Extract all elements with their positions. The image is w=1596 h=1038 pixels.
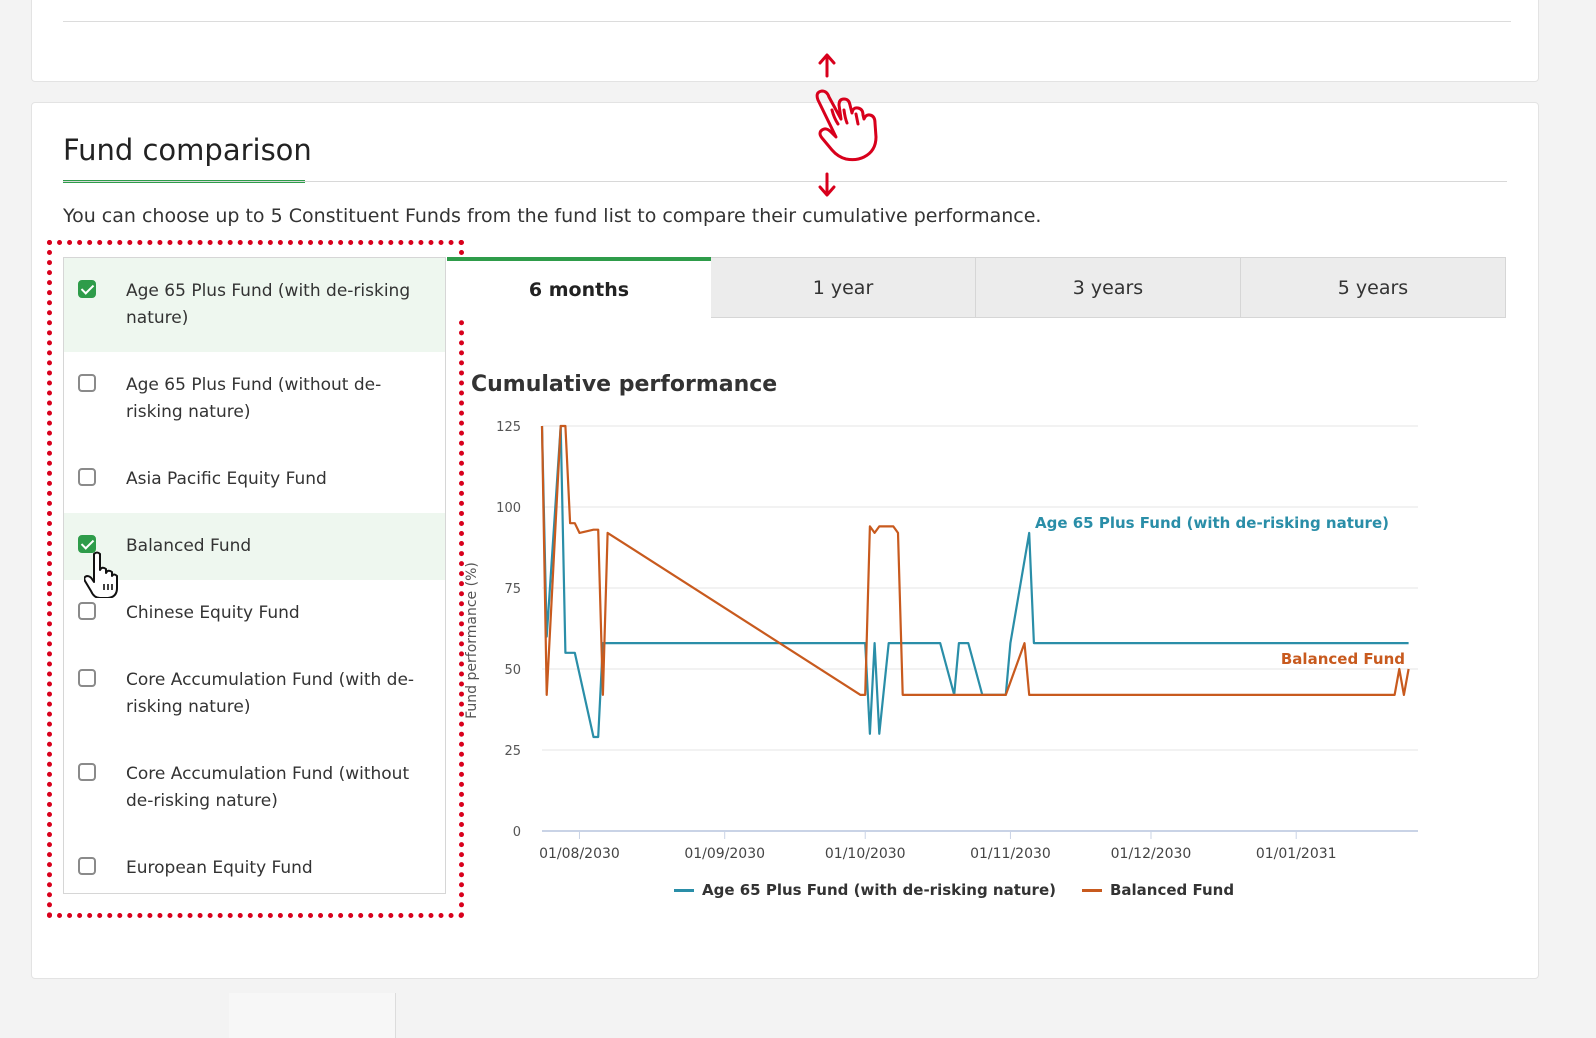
fund-label: Core Accumulation Fund (with de-risking … [126, 670, 415, 717]
legend-swatch [1081, 888, 1102, 892]
title-divider [63, 181, 1507, 182]
y-tick-label: 50 [504, 663, 521, 678]
chart-title: Cumulative performance [471, 372, 778, 397]
fund-checkbox[interactable] [78, 857, 96, 875]
fund-label: Asia Pacific Equity Fund [126, 469, 327, 489]
legend-item[interactable]: Age 65 Plus Fund (with de-risking nature… [674, 881, 1056, 899]
period-tabs: 6 months 1 year 3 years 5 years [447, 257, 1506, 318]
series-end-label: Balanced Fund [1281, 650, 1405, 668]
legend-swatch [674, 888, 694, 892]
chart-legend: Age 65 Plus Fund (with de-risking nature… [674, 881, 1234, 899]
fund-list-item[interactable]: Age 65 Plus Fund (with de-risking nature… [64, 258, 445, 352]
tab-5-years[interactable]: 5 years [1241, 257, 1506, 318]
fund-checkbox[interactable] [78, 468, 96, 486]
y-tick-label: 0 [513, 825, 521, 840]
series-end-label: Age 65 Plus Fund (with de-risking nature… [1035, 514, 1389, 532]
legend-item[interactable]: Balanced Fund [1081, 881, 1235, 899]
fund-checkbox-checked[interactable] [78, 535, 96, 553]
scroll-gesture-icon [815, 53, 878, 197]
series-line [540, 424, 1409, 739]
fund-list[interactable]: Age 65 Plus Fund (with de-risking nature… [63, 257, 446, 894]
section-divider [63, 21, 1511, 22]
section-intro: You can choose up to 5 Constituent Funds… [63, 205, 1042, 227]
performance-chart: 0 25 50 75 100 125 01/08/2030 01/09/2030 01/10/2… [464, 420, 1418, 860]
fund-checkbox-checked[interactable] [78, 280, 96, 298]
fund-label: Age 65 Plus Fund (without de-risking nat… [126, 375, 382, 422]
fund-label: European Equity Fund [126, 858, 313, 878]
series-line [540, 424, 1410, 696]
fund-list-item[interactable]: Age 65 Plus Fund (without de-risking nat… [64, 352, 445, 446]
y-tick-label: 25 [504, 744, 521, 759]
fund-checkbox[interactable] [78, 669, 96, 687]
fund-list-item[interactable]: Core Accumulation Fund (with de-risking … [64, 647, 445, 741]
tab-6-months[interactable]: 6 months [447, 257, 711, 318]
fund-checkbox[interactable] [78, 602, 96, 620]
x-tick-label: 01/12/2030 [1111, 846, 1192, 860]
legend-label: Balanced Fund [1109, 881, 1235, 899]
fund-label: Balanced Fund [126, 536, 252, 556]
section-title: Fund comparison [63, 133, 312, 167]
y-tick-label: 125 [496, 420, 521, 435]
hand-cursor-icon [84, 551, 118, 598]
x-tick-label: 01/01/2031 [1256, 846, 1337, 860]
fund-checkbox[interactable] [78, 374, 96, 392]
fund-list-item[interactable]: Balanced Fund [64, 513, 445, 580]
tab-3-years[interactable]: 3 years [976, 257, 1241, 318]
fund-checkbox[interactable] [78, 763, 96, 781]
previous-section-card [31, 0, 1539, 82]
x-tick-label: 01/11/2030 [970, 846, 1051, 860]
x-tick-label: 01/10/2030 [825, 846, 906, 860]
x-tick-label: 01/08/2030 [539, 846, 620, 860]
tab-1-year[interactable]: 1 year [711, 257, 976, 318]
fund-label: Age 65 Plus Fund (with de-risking nature… [126, 281, 411, 328]
fund-list-item[interactable]: European Equity Fund [64, 835, 445, 893]
y-axis-label: Fund performance (%) [464, 562, 480, 719]
y-tick-label: 100 [496, 501, 521, 516]
fund-list-item[interactable]: Asia Pacific Equity Fund [64, 446, 445, 513]
fund-label: Chinese Equity Fund [126, 603, 300, 623]
y-tick-label: 75 [504, 582, 521, 597]
x-tick-label: 01/09/2030 [684, 846, 765, 860]
legend-label: Age 65 Plus Fund (with de-risking nature… [702, 881, 1056, 899]
fund-label: Core Accumulation Fund (without de-riski… [126, 764, 410, 811]
fund-list-item[interactable]: Chinese Equity Fund [64, 580, 445, 647]
footer-cell [229, 993, 396, 1038]
fund-list-item[interactable]: Core Accumulation Fund (without de-riski… [64, 741, 445, 835]
